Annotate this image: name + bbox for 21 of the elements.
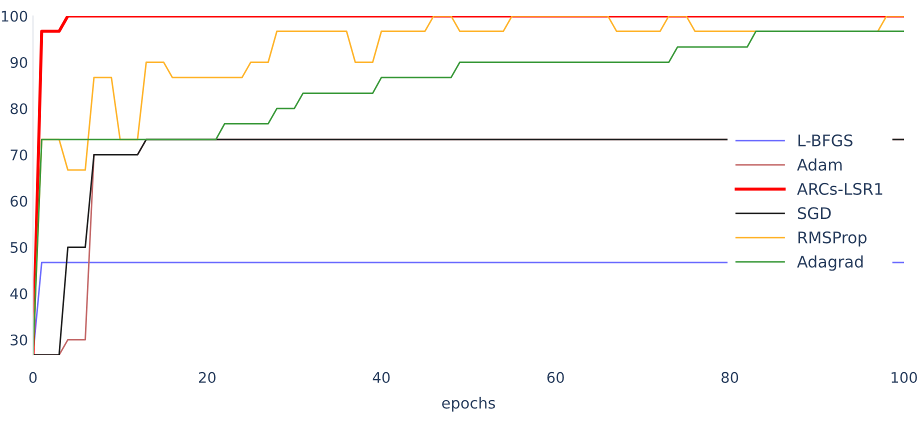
legend-label: L-BFGS [798, 134, 852, 146]
y-tick-label: 70 [10, 149, 28, 160]
legend-label: Adam [797, 158, 842, 171]
x-tick-label: 40 [372, 372, 390, 383]
legend-label: RMSProp [798, 231, 867, 247]
x-tick-label: 80 [722, 372, 738, 383]
y-tick-label: 100 [2, 10, 28, 22]
x-tick-label: 0 [29, 372, 37, 383]
x-tick-label: 60 [547, 372, 564, 383]
y-tick-label: 30 [10, 334, 28, 346]
y-tick-label: 60 [10, 196, 28, 207]
y-tick-label: 50 [10, 242, 28, 253]
legend-label: Adagrad [797, 255, 863, 271]
x-tick-label: 20 [198, 372, 216, 383]
legend-label: SGD [798, 207, 831, 220]
legend-label: ARCs-LSR1 [797, 182, 882, 195]
x-axis-title: epochs [442, 396, 495, 412]
y-tick-label: 40 [10, 288, 28, 300]
y-tick-label: 90 [10, 56, 28, 68]
y-tick-label: 80 [10, 103, 28, 114]
x-tick-label: 100 [892, 372, 917, 383]
